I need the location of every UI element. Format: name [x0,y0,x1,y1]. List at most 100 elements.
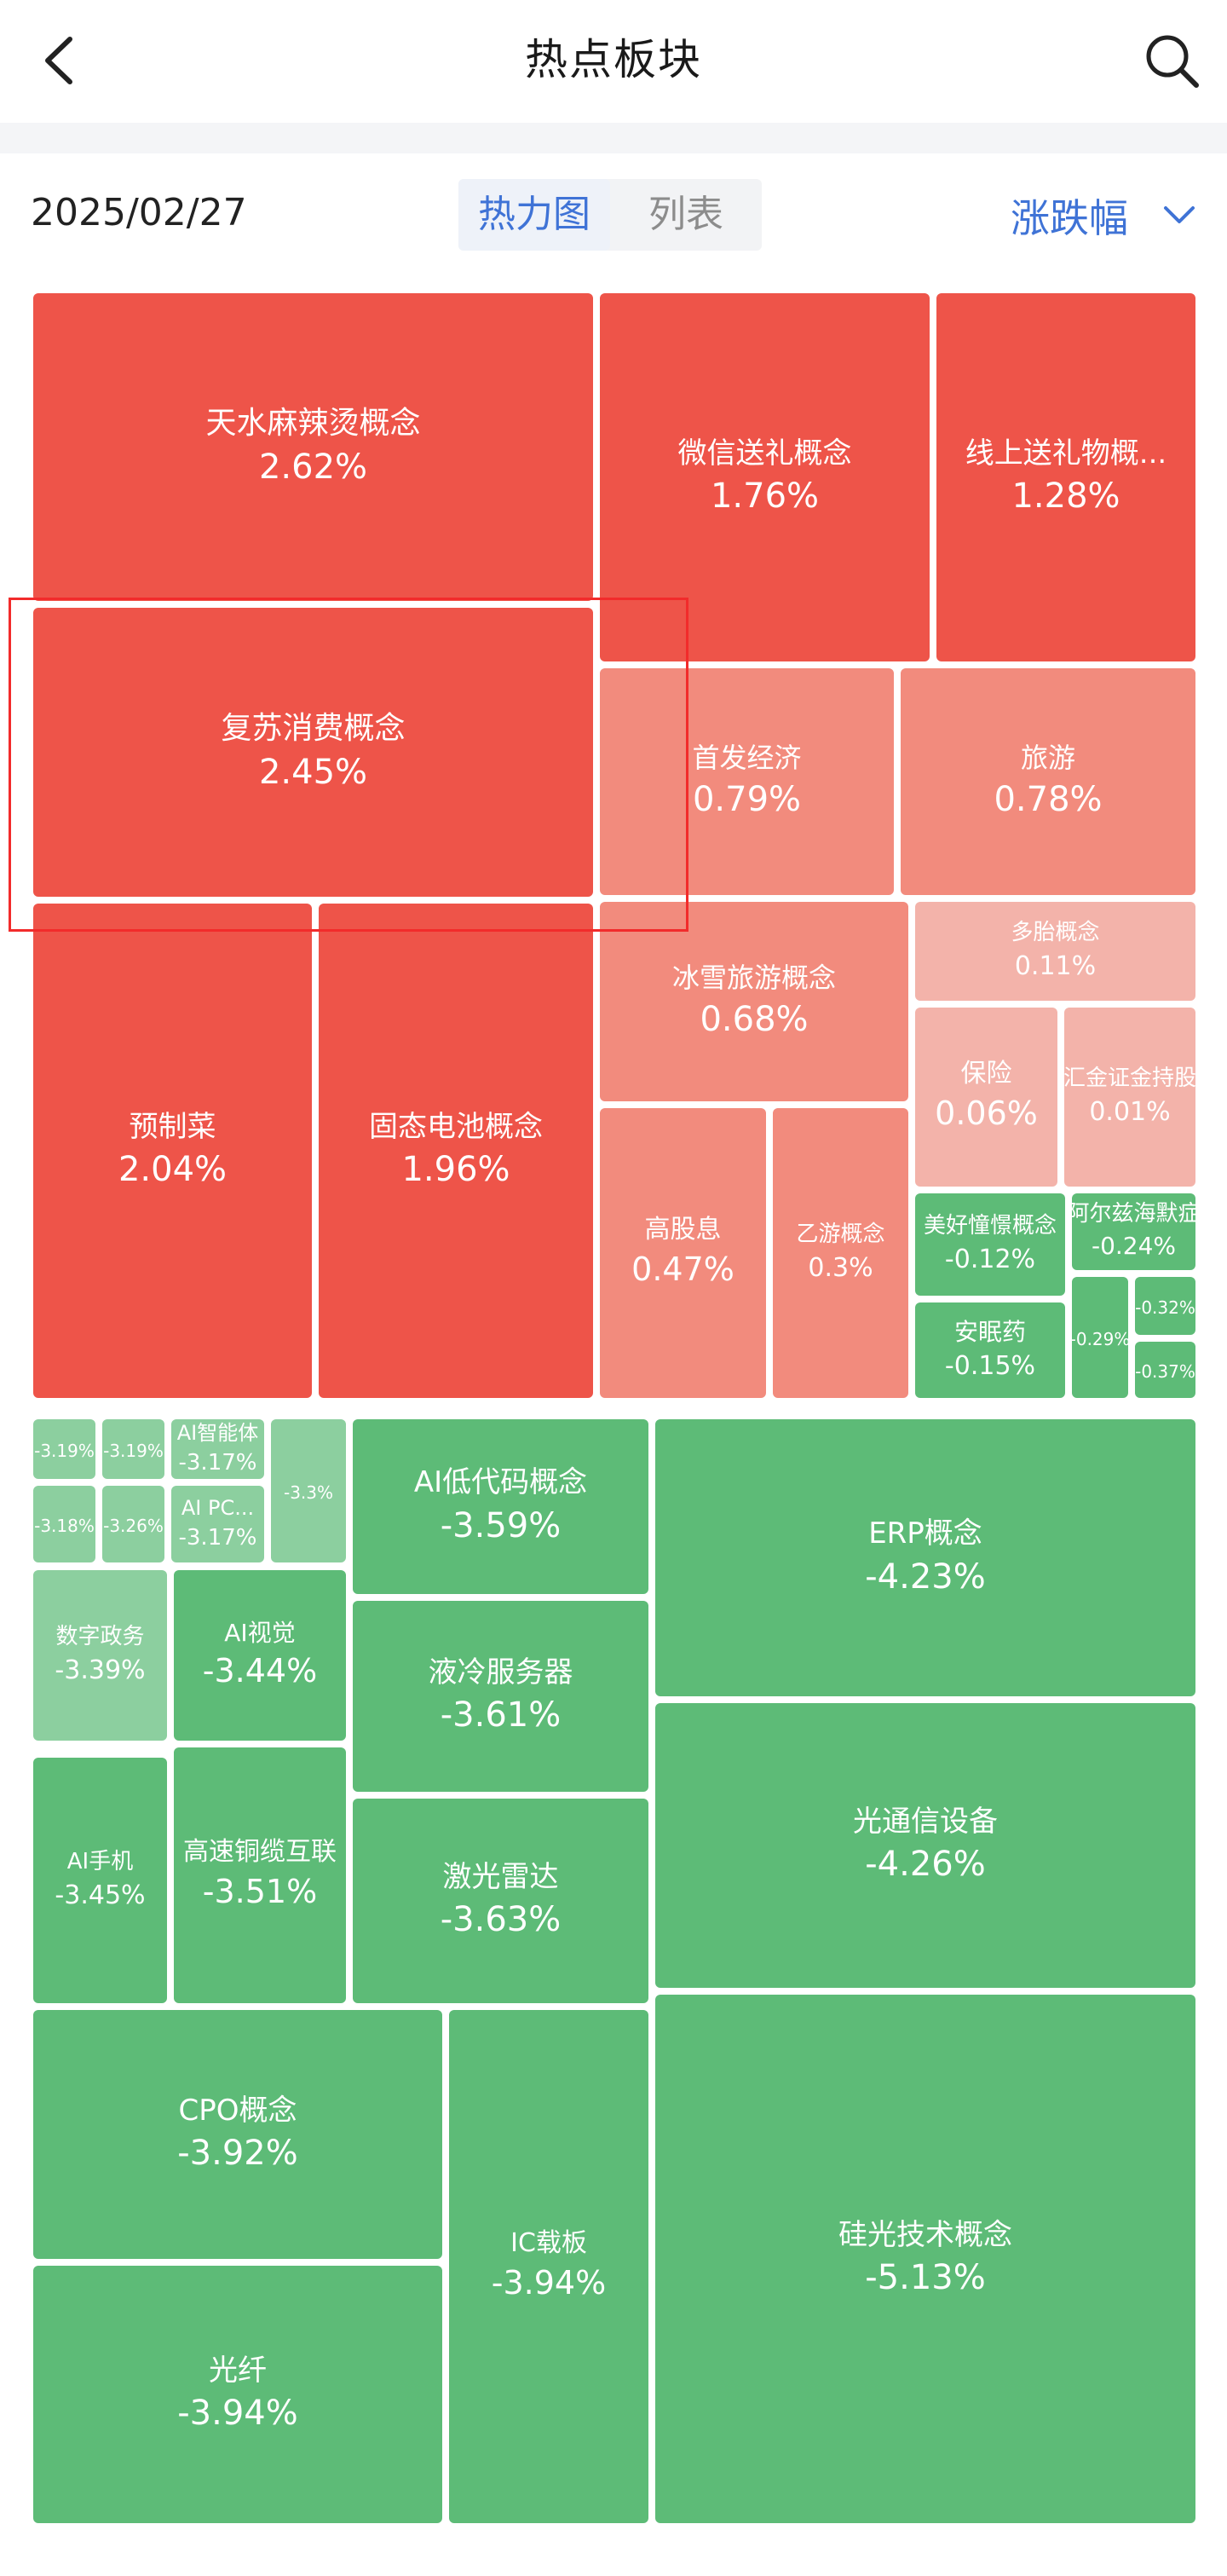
sector-tile[interactable]: 硅光技术概念 -5.13% [655,1995,1195,2523]
sector-change: -3.45% [55,1880,146,1911]
tab-heatmap[interactable]: 热力图 [458,179,610,251]
search-icon[interactable] [1142,31,1201,90]
sector-change: 0.79% [692,780,802,820]
sector-name: 激光雷达 [442,1859,559,1894]
sector-change: -3.19% [103,1441,164,1461]
sector-tile[interactable]: -0.37% [1135,1342,1195,1398]
sector-tile[interactable]: CPO概念 -3.92% [33,2010,442,2259]
sector-change: 0.11% [1014,951,1097,982]
sector-name: AI智能体 [176,1420,259,1445]
sector-name: 乙游概念 [796,1221,885,1247]
sector-change: 1.76% [710,477,820,517]
sector-tile[interactable]: -0.29% [1072,1277,1128,1398]
sector-change: 0.68% [700,1000,809,1040]
sector-tile[interactable]: -3.19% [102,1419,164,1479]
sector-change: -0.15% [944,1351,1036,1382]
sector-change: 0.3% [808,1253,873,1284]
sector-name: 复苏消费概念 [221,710,406,746]
sector-tile[interactable]: 乙游概念 0.3% [773,1108,908,1398]
sector-name: 旅游 [1020,741,1075,774]
sector-name: 硅光技术概念 [838,2217,1012,2252]
sector-name: 天水麻辣烫概念 [205,405,421,441]
sector-name: 线上送礼物概... [965,436,1167,471]
sector-tile[interactable]: 天水麻辣烫概念 2.62% [33,293,593,601]
sector-tile[interactable]: AI低代码概念 -3.59% [353,1419,648,1594]
sector-tile[interactable]: 复苏消费概念 2.45% [33,608,593,897]
sector-tile[interactable]: 旅游 0.78% [901,668,1195,895]
sector-tile[interactable]: 汇金证金持股 0.01% [1064,1008,1195,1187]
tab-list[interactable]: 列表 [648,193,723,236]
sector-tile[interactable]: 安眠药 -0.15% [915,1302,1065,1398]
sector-tile[interactable]: 激光雷达 -3.63% [353,1799,648,2003]
sector-tile[interactable]: 微信送礼概念 1.76% [600,293,930,661]
sector-tile[interactable]: 固态电池概念 1.96% [319,904,593,1398]
sector-change: -3.51% [202,1873,318,1911]
sector-change: -3.92% [177,2134,298,2174]
sector-name: 光纤 [209,2353,267,2388]
sector-tile[interactable]: 阿尔兹海默症 -0.24% [1072,1193,1195,1270]
sector-change: -3.39% [55,1655,146,1686]
sector-change: 0.47% [631,1250,734,1289]
sector-name: AI视觉 [224,1618,296,1647]
sector-name: IC载板 [510,2228,587,2259]
sort-field-selector[interactable]: 涨跌幅 [1011,195,1128,241]
page-title: 热点板块 [525,35,702,84]
sector-tile[interactable]: AI智能体 -3.17% [171,1419,264,1479]
sector-change: -0.12% [944,1245,1036,1275]
sector-tile[interactable]: IC载板 -3.94% [449,2010,648,2523]
sector-tile[interactable]: 数字政务 -3.39% [33,1570,167,1741]
sector-change: -3.63% [440,1900,562,1940]
sector-change: 0.78% [994,780,1103,820]
top-nav-bar: 热点板块 [0,0,1227,123]
view-mode-switch: 热力图 列表 [458,179,762,251]
sector-tile[interactable]: 线上送礼物概... 1.28% [936,293,1195,661]
sector-change: 0.06% [935,1095,1038,1133]
sector-tile[interactable]: -3.18% [33,1486,95,1562]
sector-change: -4.26% [865,1845,986,1885]
sector-tile[interactable]: AI视觉 -3.44% [174,1570,346,1741]
sector-tile[interactable]: 液冷服务器 -3.61% [353,1601,648,1792]
sector-change: -0.32% [1135,1297,1195,1318]
sector-change: -3.61% [440,1695,562,1736]
sector-change: -3.18% [34,1516,95,1536]
sector-change: 0.01% [1089,1097,1171,1128]
sector-tile[interactable]: 光纤 -3.94% [33,2266,442,2523]
sector-change: -3.17% [178,1524,257,1551]
sector-name: AI低代码概念 [413,1465,588,1500]
chevron-down-icon[interactable] [1162,203,1196,228]
sector-name: 汇金证金持股 [1064,1065,1195,1091]
sector-name: 高速铜缆互联 [183,1837,337,1868]
sector-name: 多胎概念 [1011,919,1100,945]
sector-tile[interactable]: 高速铜缆互联 -3.51% [174,1747,346,2003]
sector-tile[interactable]: AI手机 -3.45% [33,1758,167,2003]
sector-change: 1.96% [401,1150,510,1190]
sector-tile[interactable]: 冰雪旅游概念 0.68% [600,902,908,1101]
sector-name: 固态电池概念 [369,1109,543,1144]
sector-name: 安眠药 [953,1317,1026,1346]
sector-change: 2.45% [258,753,368,793]
sector-name: ERP概念 [868,1516,982,1551]
sector-tile[interactable]: 高股息 0.47% [600,1108,766,1398]
sector-name: AI手机 [66,1848,134,1874]
sector-tile[interactable]: 光通信设备 -4.26% [655,1703,1195,1988]
sector-name: 数字政务 [55,1623,145,1649]
sector-tile[interactable]: 美好憧憬概念 -0.12% [915,1193,1065,1296]
sector-name: AI PC... [181,1495,255,1520]
sector-tile[interactable]: 保险 0.06% [915,1008,1057,1187]
sector-change: -3.26% [103,1516,164,1536]
sector-tile[interactable]: -3.19% [33,1419,95,1479]
sector-tile[interactable]: -3.3% [271,1419,346,1562]
sector-tile[interactable]: ERP概念 -4.23% [655,1419,1195,1696]
chevron-left-icon[interactable] [34,31,85,90]
sector-change: -3.19% [34,1441,95,1461]
sector-tile[interactable]: 多胎概念 0.11% [915,902,1195,1001]
sector-tile[interactable]: 预制菜 2.04% [33,904,312,1398]
sector-tile[interactable]: 首发经济 0.79% [600,668,894,895]
sector-tile[interactable]: -3.26% [102,1486,164,1562]
sector-change: -3.44% [202,1652,318,1690]
sector-name: 美好憧憬概念 [923,1212,1057,1239]
sector-tile[interactable]: AI PC... -3.17% [171,1486,264,1562]
sector-change: -0.37% [1135,1361,1195,1382]
sector-tile[interactable]: -0.32% [1135,1277,1195,1335]
